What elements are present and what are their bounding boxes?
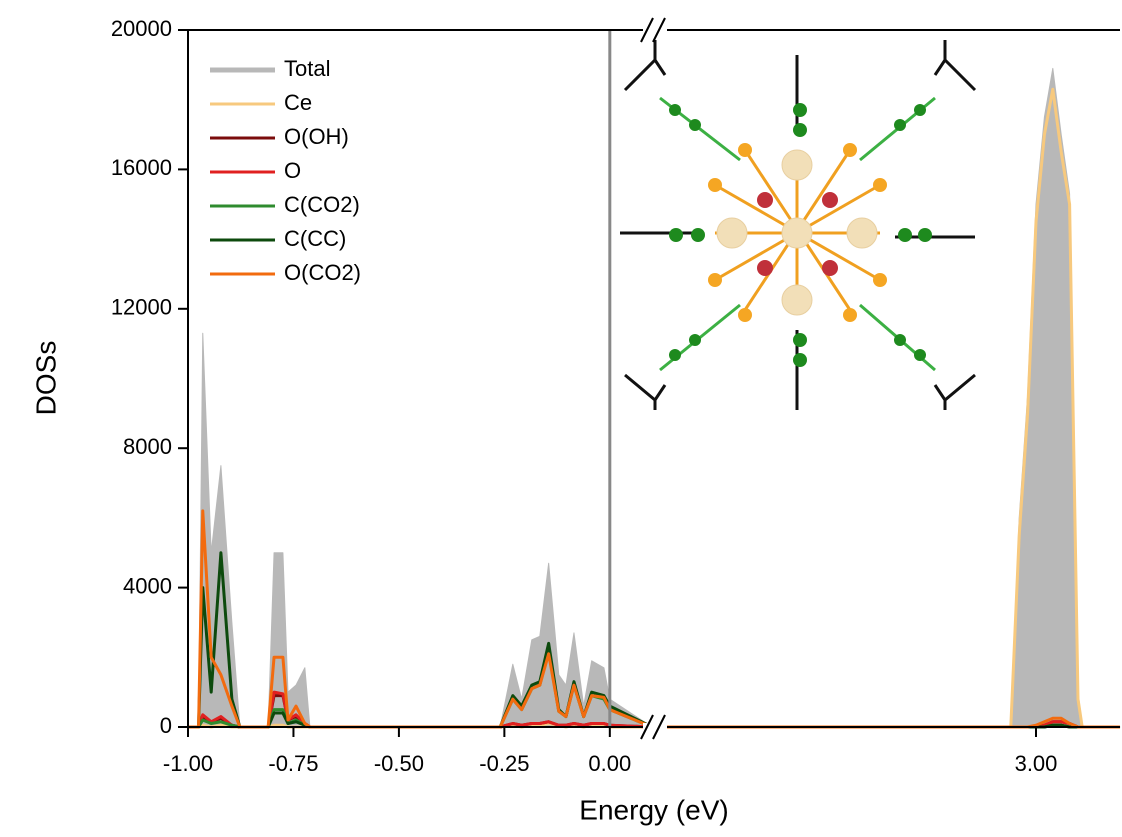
line	[188, 551, 1120, 729]
x-tick-label: 3.00	[1015, 751, 1058, 776]
legend-label: C(CO2)	[284, 192, 360, 217]
legend-label: O(OH)	[284, 124, 349, 149]
x-tick-label: -0.25	[479, 751, 529, 776]
line	[188, 648, 1120, 729]
legend-label: Ce	[284, 90, 312, 115]
x-tick-label: -0.50	[374, 751, 424, 776]
y-tick-label: 0	[160, 713, 172, 738]
y-tick-label: 16000	[111, 155, 172, 180]
structure-inset	[620, 40, 977, 410]
line	[188, 690, 1120, 729]
axis-break	[640, 17, 654, 43]
line	[188, 694, 1120, 729]
x-axis-label: Energy (eV)	[579, 794, 728, 825]
axis-break	[652, 714, 666, 740]
axis-break	[652, 17, 666, 43]
x-tick-label: -0.75	[268, 751, 318, 776]
y-axis-label: DOSs	[30, 341, 61, 416]
x-tick-label: -1.00	[163, 751, 213, 776]
legend-label: O(CO2)	[284, 260, 361, 285]
axis-break	[640, 714, 654, 740]
y-tick-label: 12000	[111, 295, 172, 320]
legend-label: Total	[284, 56, 330, 81]
legend-label: O	[284, 158, 301, 183]
x-tick-label: 0.00	[588, 751, 631, 776]
y-tick-label: 4000	[123, 573, 172, 598]
y-tick-label: 20000	[111, 16, 172, 41]
line	[188, 509, 1120, 729]
break-gap	[643, 26, 667, 34]
legend-label: C(CC)	[284, 226, 346, 251]
break-gap	[643, 723, 667, 731]
y-tick-label: 8000	[123, 434, 172, 459]
